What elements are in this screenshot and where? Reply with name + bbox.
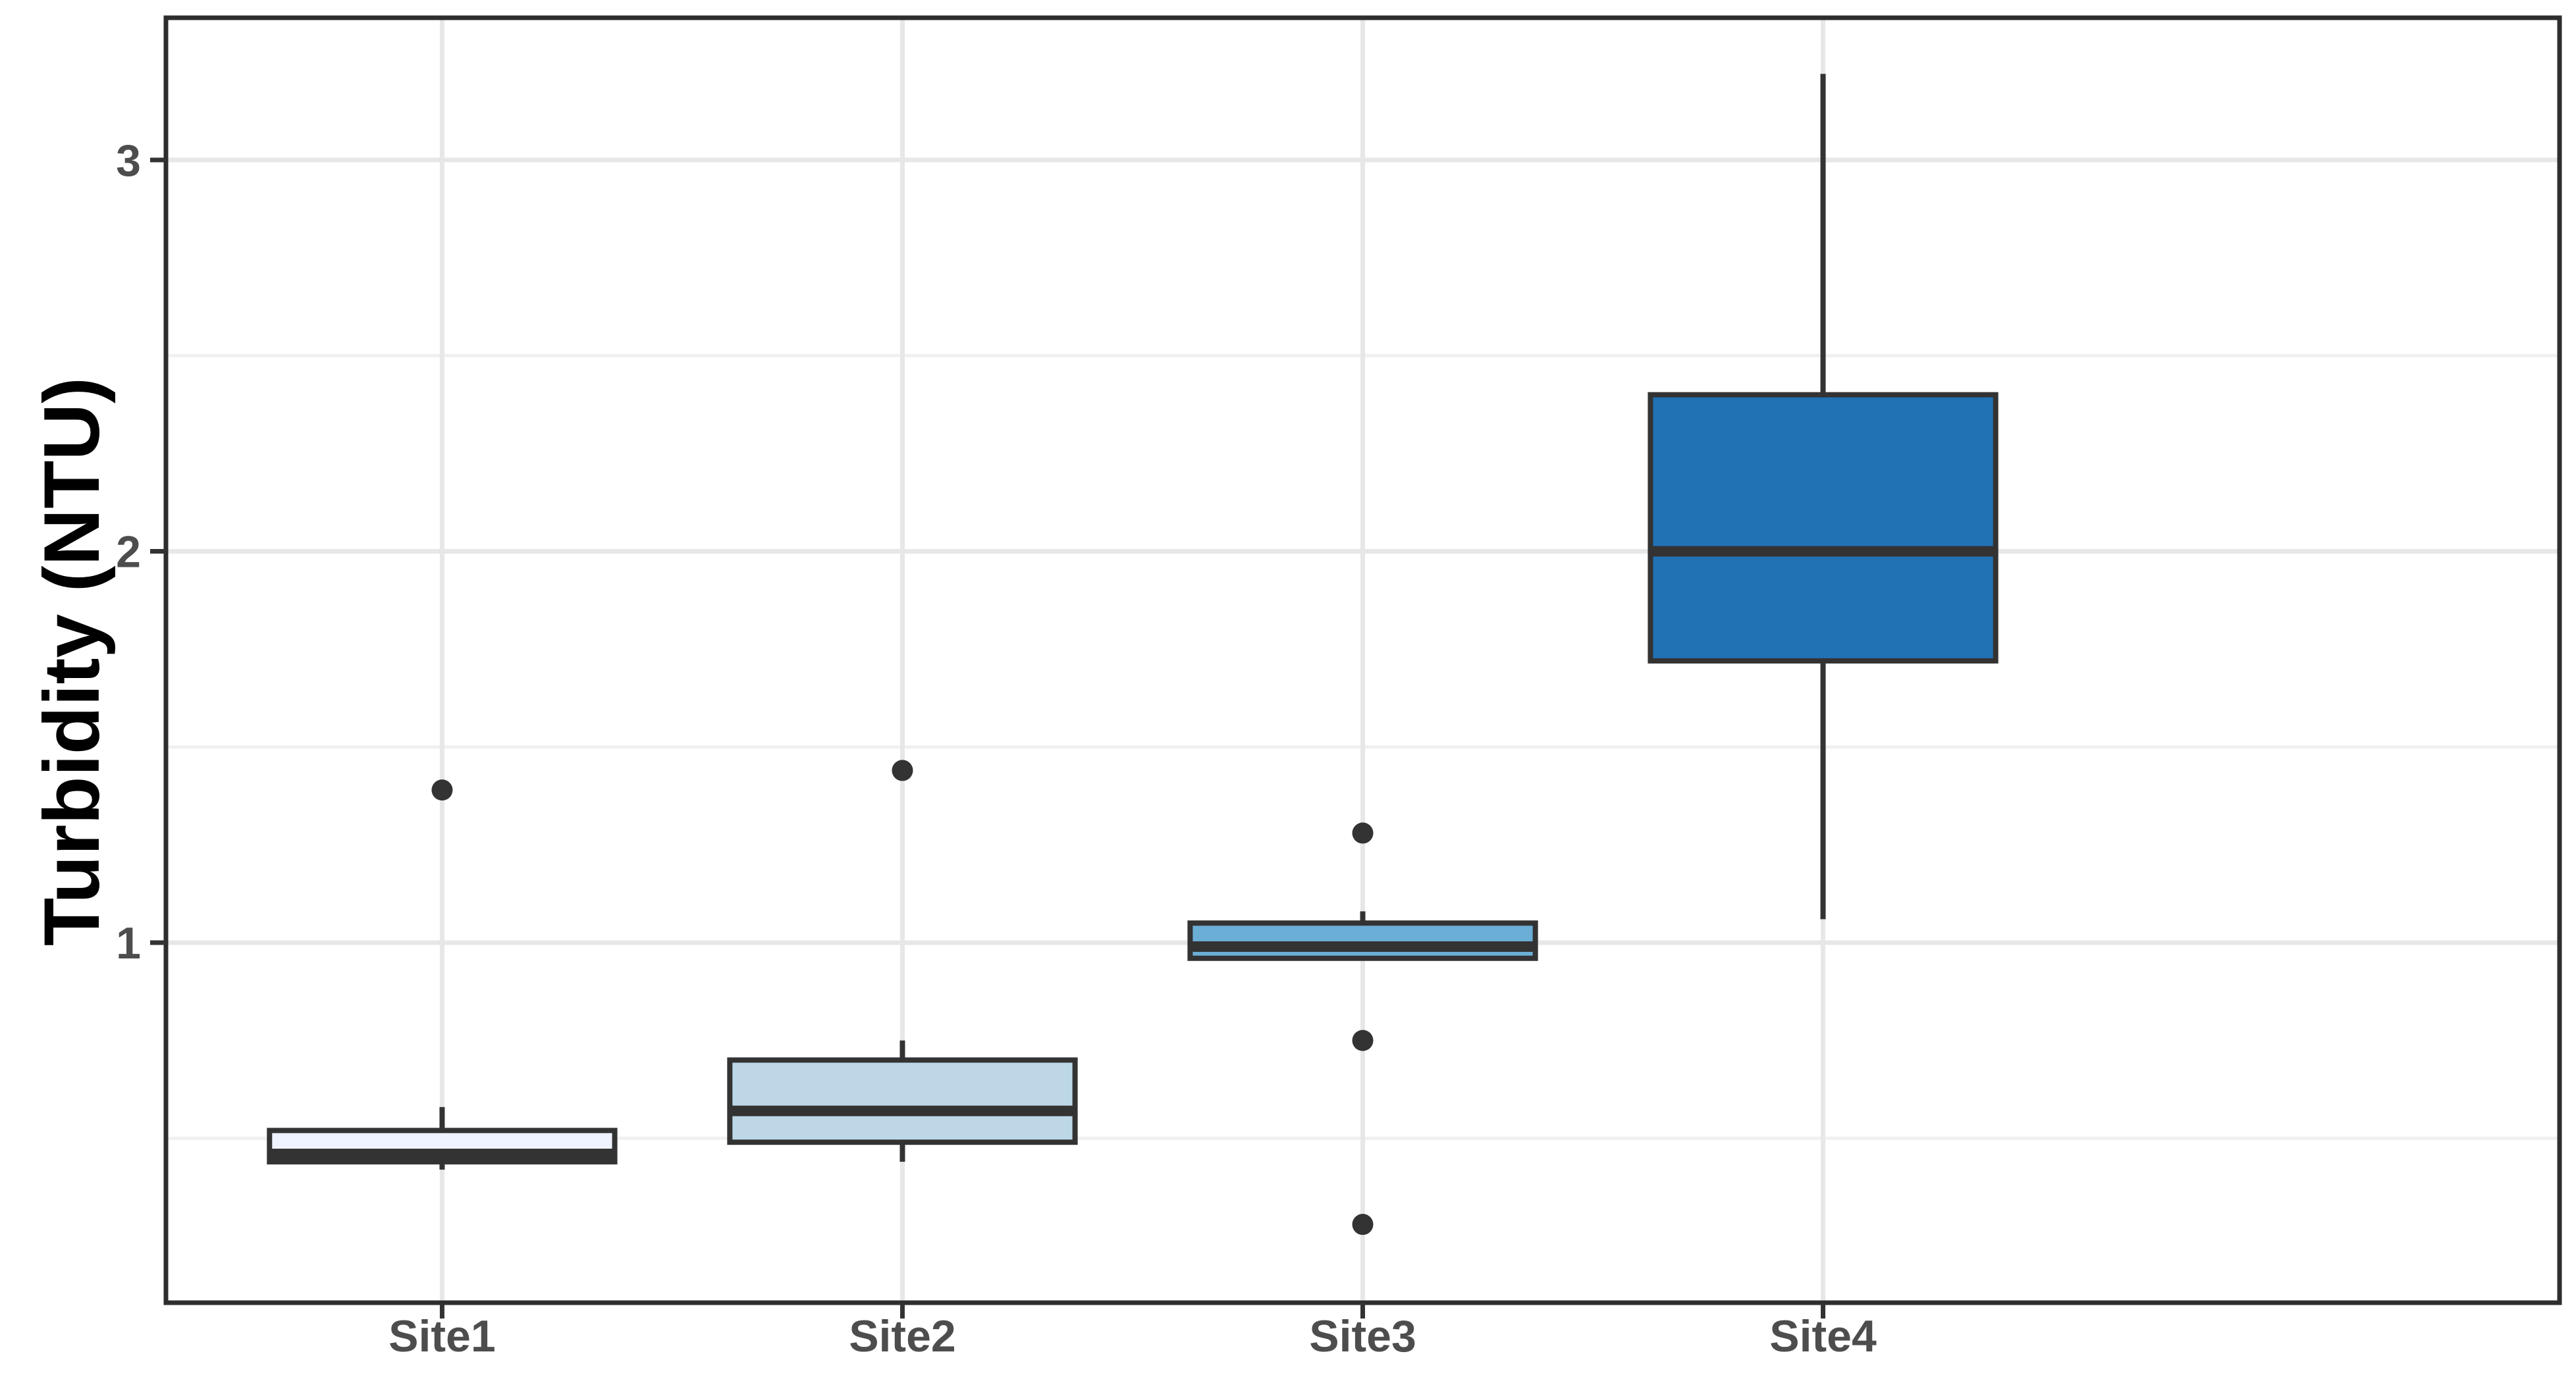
y-tick-label: 3 [116,136,141,186]
outlier-point [1352,1214,1374,1236]
y-tick-label: 1 [116,918,141,968]
y-tick-label: 2 [116,527,141,577]
x-tick-label-site1: Site1 [389,1311,496,1361]
x-tick-label-site2: Site2 [849,1311,956,1361]
axis-ticks-layer [150,157,1826,1319]
x-tick-label-site4: Site4 [1769,1311,1877,1361]
outlier-point [1352,1030,1374,1051]
outlier-point [1352,822,1374,844]
boxplot-site1 [267,779,618,1170]
x-tick-label-site3: Site3 [1309,1311,1416,1361]
y-axis-title: Turbidity (NTU) [28,377,116,946]
boxplot-site3 [1187,822,1538,1236]
boxplot-site4 [1648,74,1999,920]
axis-labels-layer: 3 2 1 Site1 Site2 Site3 Site4 [116,136,1877,1361]
iqr-box [1648,392,1999,664]
outlier-point [431,779,453,801]
outlier-point [892,760,913,781]
iqr-box [1187,920,1538,961]
boxplots-layer [267,74,1999,1236]
boxplot-site2 [727,760,1078,1162]
iqr-box [727,1057,1078,1145]
